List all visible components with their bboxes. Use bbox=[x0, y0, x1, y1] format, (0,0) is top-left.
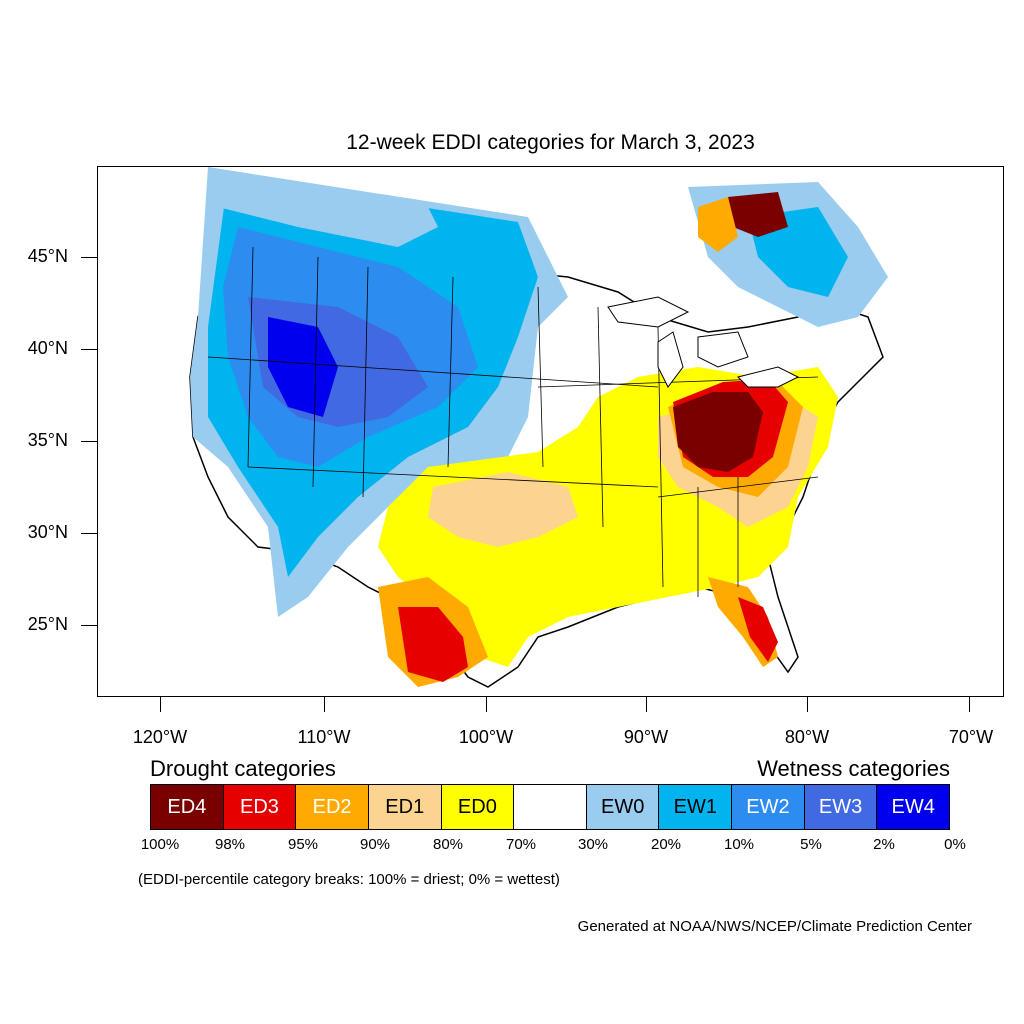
percentile-10: 10% bbox=[723, 836, 755, 853]
percentile-100: 100% bbox=[140, 836, 180, 853]
lat-tick-45 bbox=[81, 257, 97, 258]
lon-tick-110 bbox=[324, 697, 325, 712]
legend-swatch-ew0: EW0 bbox=[586, 785, 660, 829]
map-title: 12-week EDDI categories for March 3, 202… bbox=[346, 131, 755, 154]
legend-swatch-ed2: ED2 bbox=[296, 785, 369, 829]
legend-swatch-neutral bbox=[514, 785, 587, 829]
percentile-70: 70% bbox=[505, 836, 537, 853]
legend-swatch-ew1: EW1 bbox=[659, 785, 733, 829]
legend-swatch-ed4: ED4 bbox=[151, 785, 224, 829]
lat-tick-40 bbox=[81, 349, 97, 350]
lon-tick-100 bbox=[486, 697, 487, 712]
percentile-2: 2% bbox=[873, 836, 895, 853]
category-note: (EDDI-percentile category breaks: 100% =… bbox=[138, 871, 560, 888]
lon-label-90: 90°W bbox=[623, 727, 669, 747]
lon-label-110: 110°W bbox=[297, 727, 351, 747]
lat-label-40: 40°N bbox=[27, 338, 68, 358]
great-lakes bbox=[607, 296, 800, 388]
drought-heading: Drought categories bbox=[150, 756, 336, 781]
eddi-map bbox=[189, 167, 888, 688]
percentile-98: 98% bbox=[214, 836, 246, 853]
lat-tick-25 bbox=[81, 625, 97, 626]
legend-swatch-ed3: ED3 bbox=[223, 785, 297, 829]
lat-tick-35 bbox=[81, 441, 97, 442]
lon-label-120: 120°W bbox=[132, 727, 188, 747]
lon-tick-80 bbox=[807, 697, 808, 712]
percentile-90: 90% bbox=[359, 836, 391, 853]
lat-label-35: 35°N bbox=[27, 430, 68, 450]
lon-tick-70 bbox=[969, 697, 970, 712]
dry-region-ed3-florida bbox=[738, 597, 778, 662]
legend-swatch-ed0: ED0 bbox=[441, 785, 515, 829]
dry-region-ed3-texas bbox=[398, 607, 468, 682]
percentile-95: 95% bbox=[287, 836, 319, 853]
dry-region-ed2-canada bbox=[698, 197, 738, 252]
lon-label-70: 70°W bbox=[948, 727, 994, 747]
lat-label-30: 30°N bbox=[27, 522, 68, 542]
lon-tick-120 bbox=[160, 697, 161, 712]
dry-region-ed1 bbox=[428, 472, 578, 547]
credit-text: Generated at NOAA/NWS/NCEP/Climate Predi… bbox=[577, 918, 972, 935]
legend-colorbar: ED4 ED3 ED2 ED1 ED0 EW0 EW1 EW2 EW3 EW4 bbox=[150, 784, 950, 830]
lat-label-45: 45°N bbox=[27, 246, 68, 266]
wet-region-ew4 bbox=[268, 317, 338, 417]
lat-label-25: 25°N bbox=[27, 614, 68, 634]
percentile-80: 80% bbox=[432, 836, 464, 853]
percentile-30: 30% bbox=[577, 836, 609, 853]
lon-label-80: 80°W bbox=[784, 727, 830, 747]
wetness-heading: Wetness categories bbox=[757, 756, 950, 781]
legend-swatch-ed1: ED1 bbox=[368, 785, 442, 829]
percentile-0: 0% bbox=[944, 836, 966, 853]
legend-swatch-ew3: EW3 bbox=[804, 785, 878, 829]
dry-region-ed4 bbox=[673, 392, 763, 472]
lon-label-100: 100°W bbox=[458, 727, 514, 747]
map-area[interactable] bbox=[97, 166, 1004, 697]
state-boundaries bbox=[207, 246, 819, 597]
percentile-20: 20% bbox=[650, 836, 682, 853]
dry-region-ed4-canada bbox=[728, 192, 788, 237]
percentile-5: 5% bbox=[800, 836, 822, 853]
wet-region-north bbox=[208, 172, 438, 247]
lat-tick-30 bbox=[81, 533, 97, 534]
legend-swatch-ew4: EW4 bbox=[877, 785, 950, 829]
legend-swatch-ew2: EW2 bbox=[732, 785, 805, 829]
lon-tick-90 bbox=[646, 697, 647, 712]
